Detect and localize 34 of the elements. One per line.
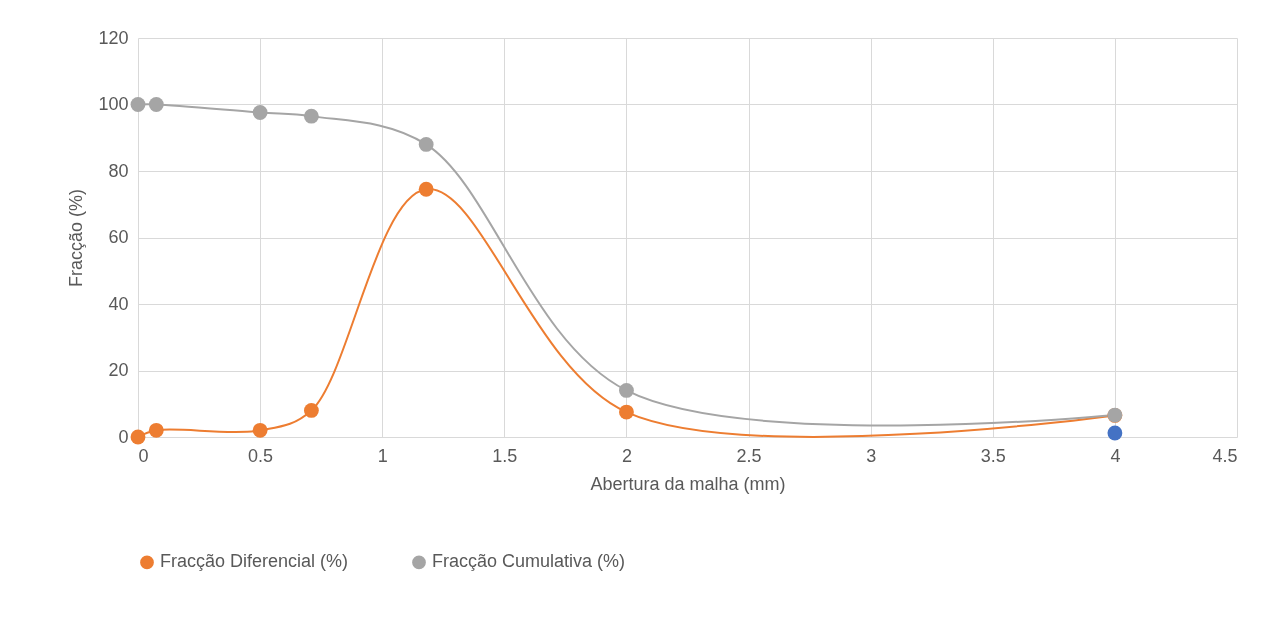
x-axis-title: Abertura da malha (mm) bbox=[590, 473, 786, 494]
y-tick-label: 20 bbox=[108, 360, 129, 380]
legend-label: Fracção Diferencial (%) bbox=[160, 551, 349, 572]
x-tick-label: 3 bbox=[866, 445, 877, 466]
point bbox=[619, 404, 634, 420]
point bbox=[252, 422, 268, 438]
x-tick-label: 1 bbox=[377, 445, 388, 466]
x-tick-label: 0.5 bbox=[248, 445, 274, 466]
x-tick-label: 1.5 bbox=[492, 445, 518, 466]
x-tick-label: 0 bbox=[138, 445, 149, 466]
x-tick-label: 4 bbox=[1110, 445, 1121, 466]
point bbox=[619, 383, 634, 398]
y-tick-label: 0 bbox=[118, 426, 129, 447]
point bbox=[303, 403, 319, 418]
point bbox=[418, 181, 434, 197]
y-tick-label: 120 bbox=[98, 27, 129, 48]
point bbox=[1107, 425, 1123, 441]
point bbox=[130, 97, 146, 112]
x-tick-label: 2.5 bbox=[736, 445, 762, 466]
point bbox=[130, 429, 146, 445]
y-tick-label: 100 bbox=[98, 94, 129, 114]
x-tick-label: 4.5 bbox=[1212, 445, 1238, 466]
x-tick-label: 3.5 bbox=[980, 445, 1006, 466]
legend-label: Fracção Cumulativa (%) bbox=[432, 551, 626, 572]
point bbox=[148, 422, 164, 438]
point bbox=[303, 108, 319, 124]
y-tick-label: 80 bbox=[108, 160, 129, 181]
point bbox=[252, 105, 268, 120]
point bbox=[148, 97, 164, 112]
y-tick-label: 40 bbox=[108, 293, 129, 314]
point bbox=[418, 137, 434, 152]
x-tick-label: 2 bbox=[621, 445, 632, 466]
y-axis-title: Fracção (%) bbox=[66, 188, 87, 288]
y-tick-label: 60 bbox=[108, 227, 129, 247]
